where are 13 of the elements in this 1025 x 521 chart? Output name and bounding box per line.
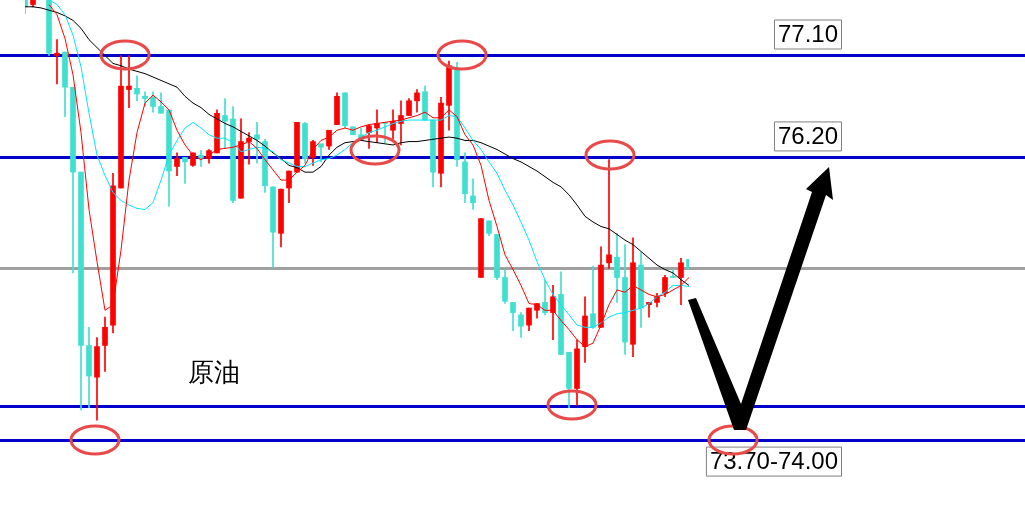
candlestick [126, 55, 132, 108]
candlestick [590, 265, 596, 329]
ref-line-label: 73.70-74.00 [709, 447, 838, 475]
candlestick [182, 157, 188, 184]
ref-line-label: 76.20 [777, 122, 838, 150]
candlestick [606, 159, 612, 269]
annotation: 原油 [188, 356, 240, 389]
candlestick [54, 39, 60, 85]
candlestick [246, 132, 252, 165]
ref-line-label: 77.10 [777, 20, 838, 48]
candlestick [470, 178, 476, 210]
candlestick [134, 75, 140, 102]
candlestick [222, 98, 228, 149]
